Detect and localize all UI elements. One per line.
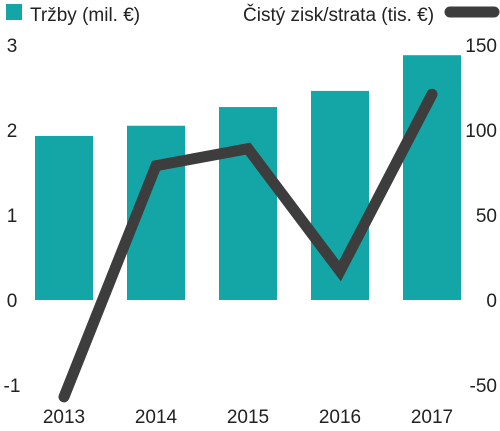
bars-layer — [35, 55, 461, 301]
x-tick-label: 2017 — [411, 407, 453, 428]
line-point-2013 — [63, 396, 65, 398]
line-layer — [58, 88, 438, 403]
line-point-2017 — [431, 93, 433, 95]
right-axis: -50 0 50 100 150 — [465, 36, 497, 397]
line-point-2014 — [155, 165, 157, 167]
bar-2013 — [35, 135, 93, 300]
left-axis: -1 0 1 2 3 — [4, 36, 21, 397]
legend-label-line: Čistý zisk/strata (tis. €) — [243, 4, 434, 26]
x-tick-label: 2016 — [319, 407, 361, 428]
legend: Tržby (mil. €) Čistý zisk/strata (tis. €… — [6, 4, 500, 26]
right-tick-label: 100 — [465, 121, 497, 142]
legend-swatch-bars — [6, 4, 22, 20]
left-tick-label: 3 — [7, 36, 18, 57]
left-tick-label: 1 — [7, 206, 18, 227]
right-tick-label: 0 — [486, 291, 497, 312]
bar-2015 — [219, 107, 277, 300]
x-axis: 2013 2014 2015 2016 2017 — [43, 407, 453, 428]
line-point-2016 — [339, 270, 341, 272]
right-tick-label: 50 — [476, 206, 497, 227]
x-tick-label: 2014 — [135, 407, 178, 428]
left-tick-label: 0 — [7, 291, 18, 312]
left-tick-label: 2 — [7, 121, 18, 142]
left-tick-label: -1 — [4, 376, 21, 397]
right-tick-label: -50 — [470, 376, 497, 397]
x-tick-label: 2015 — [227, 407, 269, 428]
legend-label-bars: Tržby (mil. €) — [30, 5, 140, 26]
right-tick-label: 150 — [465, 36, 497, 57]
x-tick-label: 2013 — [43, 407, 85, 428]
line-point-2015 — [247, 148, 249, 150]
